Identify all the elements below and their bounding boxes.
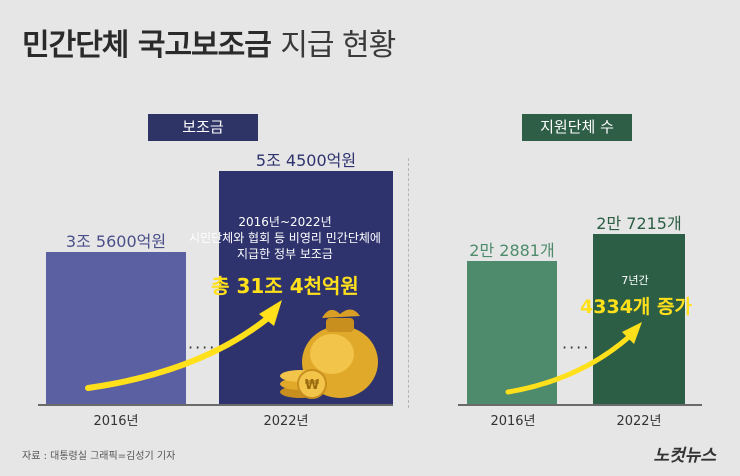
subsidy-tick-2022: 2022년 xyxy=(263,414,309,429)
groups-bar-2016 xyxy=(467,261,557,404)
subsidy-annotation-line: 2016년~2022년 xyxy=(238,215,332,229)
groups-dots: ···· xyxy=(562,338,591,357)
logo: 노컷뉴스 xyxy=(653,446,716,466)
subsidy-tick-2016: 2016년 xyxy=(93,414,139,429)
groups-value-2022: 2만 7215개 xyxy=(596,214,682,233)
subsidy-chart-title: 보조금 xyxy=(148,114,258,141)
chart-divider xyxy=(408,158,409,408)
subsidy-annotation-highlight: 총 31조 4천억원 xyxy=(211,274,359,298)
groups-tick-2022: 2022년 xyxy=(616,414,662,429)
groups-annotation-highlight: 4334개 증가 xyxy=(580,296,692,318)
subsidy-annotation-line: 지급한 정부 보조금 xyxy=(237,247,333,261)
chart-title: 민간단체 국고보조금 지급 현황 xyxy=(22,20,396,64)
groups-arrowhead-icon xyxy=(622,322,642,344)
groups-value-2016: 2만 2881개 xyxy=(469,241,555,261)
svg-text:₩: ₩ xyxy=(305,378,320,393)
groups-annotation-text: 7년간 xyxy=(621,274,649,287)
title-light: 지급 현황 xyxy=(280,28,396,63)
groups-axis xyxy=(458,404,702,406)
subsidy-value-2022: 5조 4500억원 xyxy=(255,151,357,170)
coin-stack-icon: ₩ xyxy=(280,369,327,399)
subsidy-axis xyxy=(38,404,393,406)
subsidy-annotation-line: 시민단체와 협회 등 비영리 민간단체에 xyxy=(189,231,381,245)
source-note: 자료 : 대통령실 그래픽=김성기 기자 xyxy=(22,451,176,462)
subsidy-bar-2016 xyxy=(46,251,186,404)
title-bold: 민간단체 국고보조금 xyxy=(22,28,272,63)
groups-chart-title: 지원단체 수 xyxy=(522,114,632,141)
groups-tick-2016: 2016년 xyxy=(490,414,536,429)
subsidy-value-2016: 3조 5600억원 xyxy=(65,231,167,251)
groups-bar-2022 xyxy=(593,234,685,404)
subsidy-arrowhead-icon xyxy=(259,300,282,326)
groups-arrow-icon xyxy=(505,333,633,395)
subsidy-arrow-icon xyxy=(85,315,271,391)
